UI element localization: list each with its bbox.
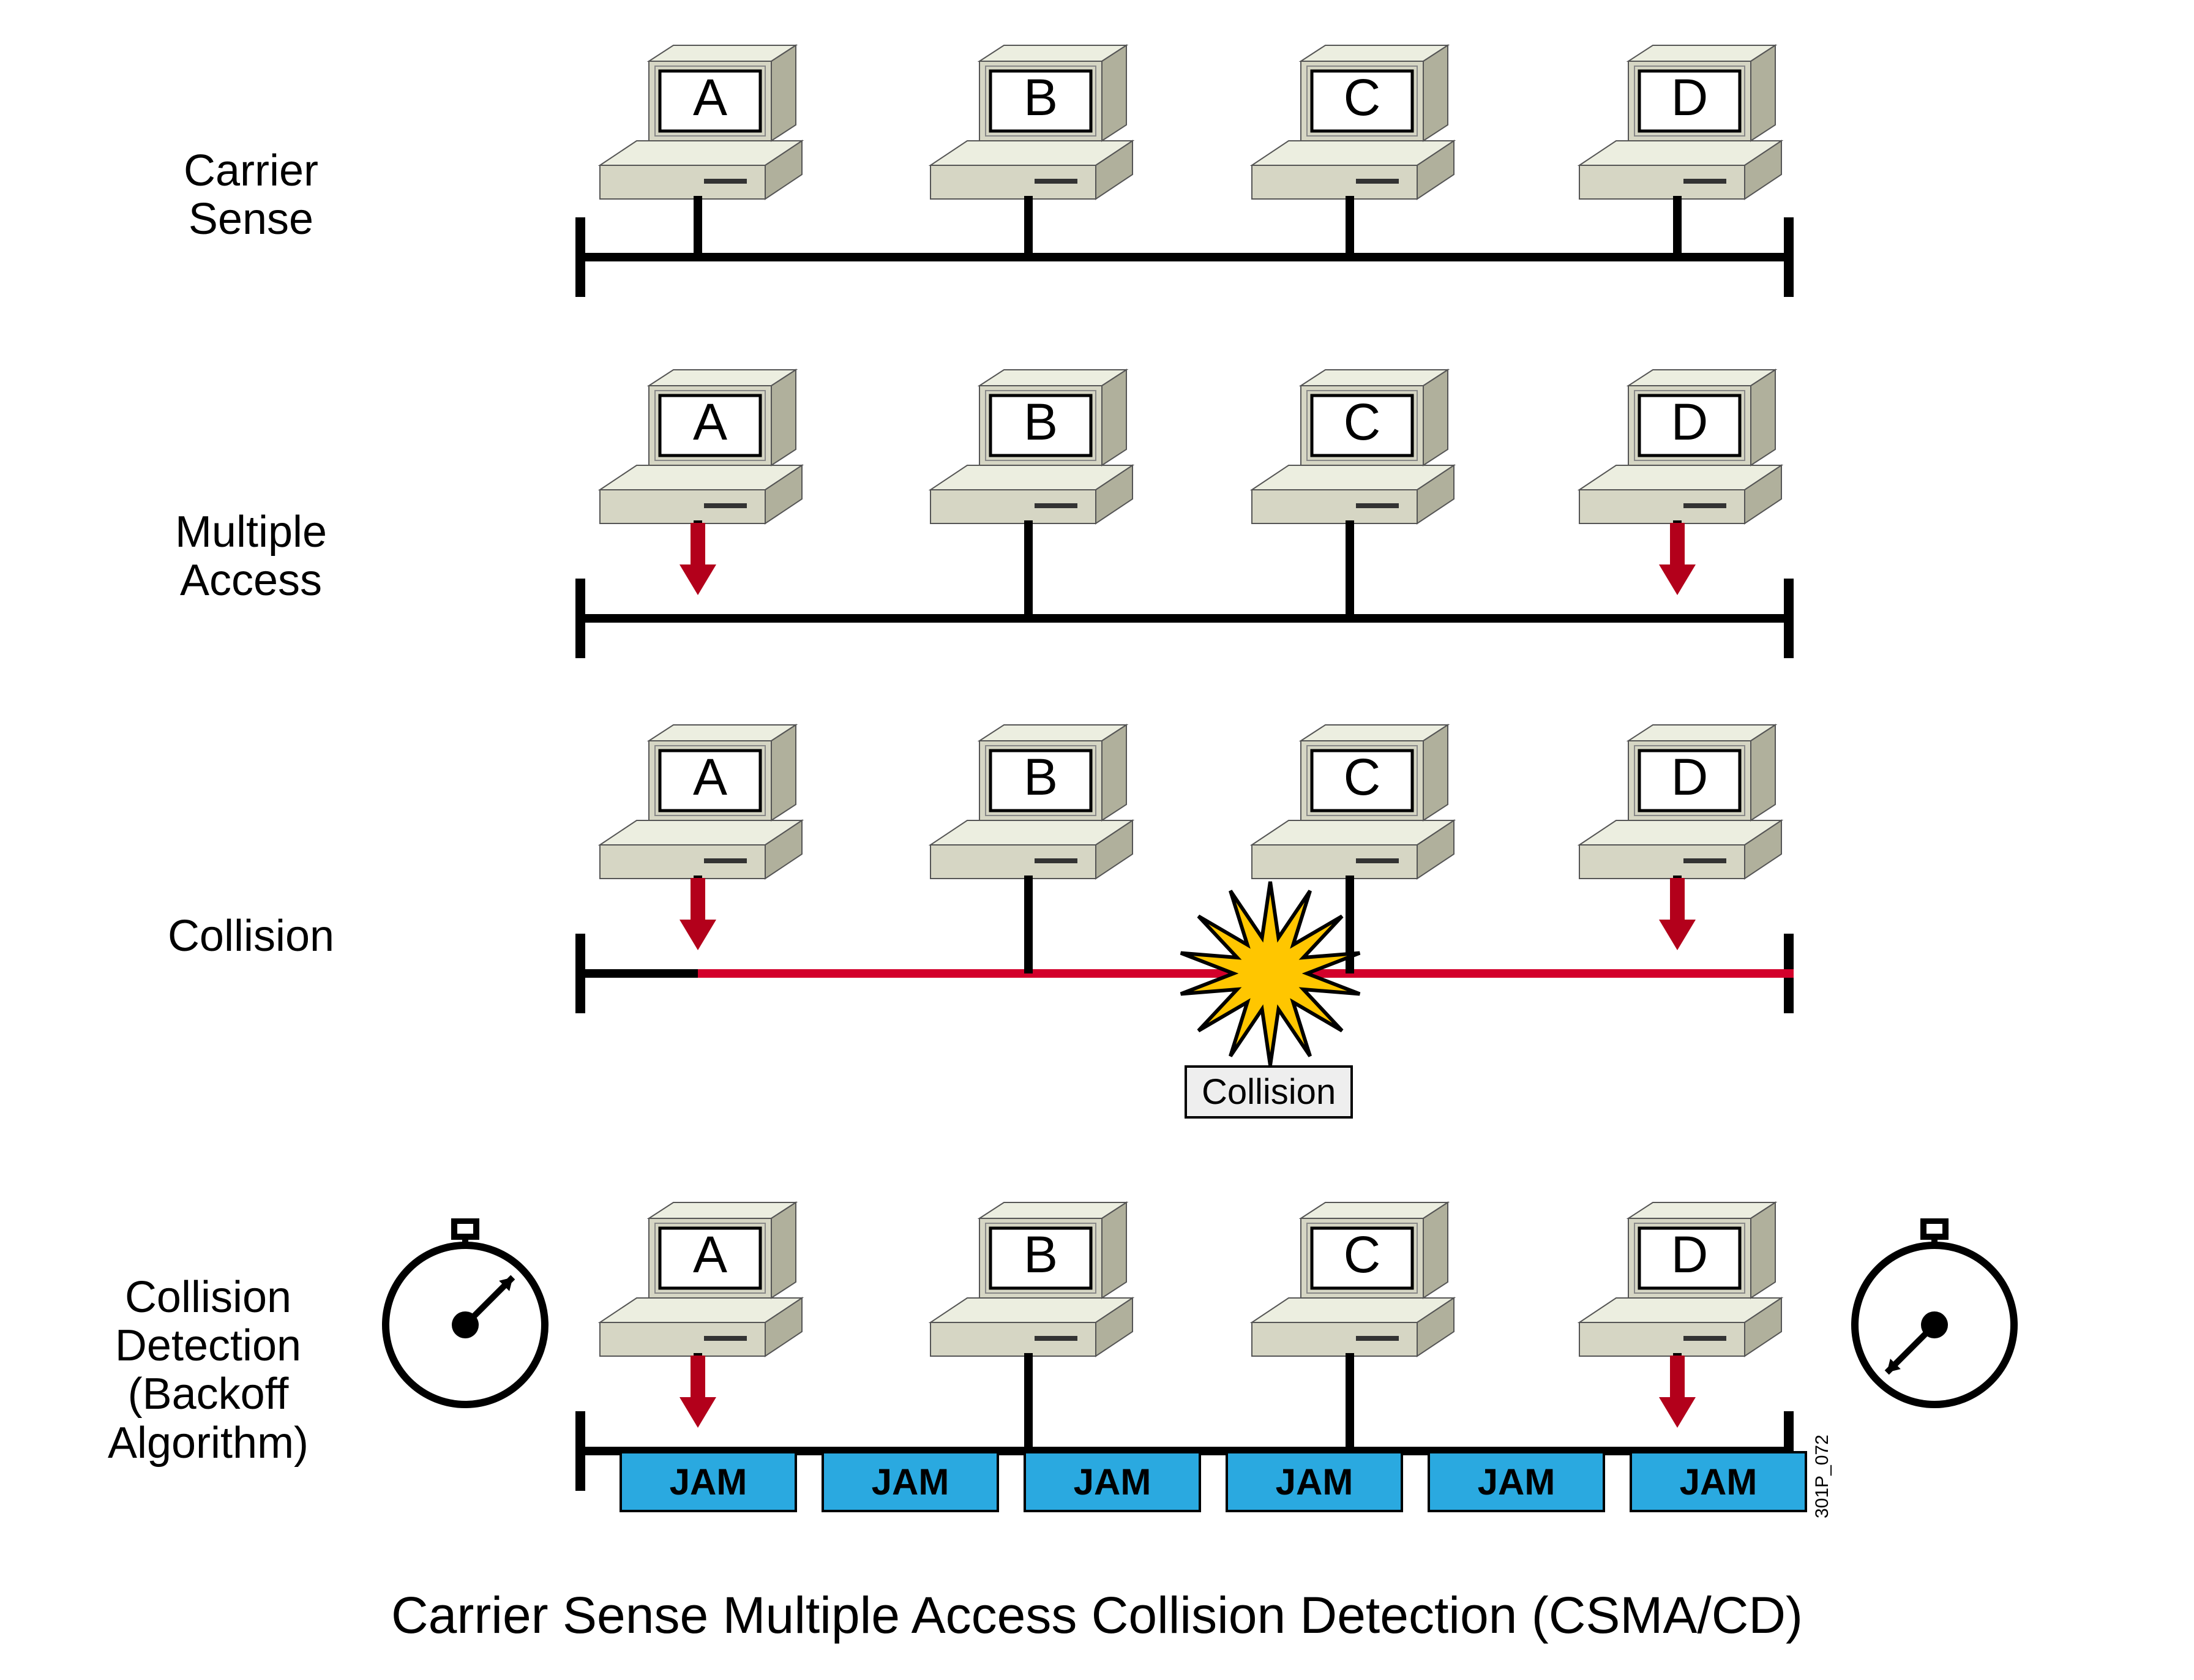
svg-text:D: D — [1671, 69, 1709, 126]
computer-c: C — [1227, 1200, 1472, 1359]
transmit-arrow-icon — [1659, 878, 1696, 951]
jam-label: JAM — [1228, 1453, 1401, 1503]
svg-text:B: B — [1024, 393, 1058, 451]
collision-starburst-icon — [1172, 876, 1368, 1071]
jam-box: JAM — [1630, 1451, 1807, 1512]
jam-box: JAM — [1428, 1451, 1605, 1512]
jam-box: JAM — [822, 1451, 999, 1512]
svg-text:C: C — [1344, 69, 1381, 126]
svg-text:C: C — [1344, 393, 1381, 451]
svg-text:A: A — [693, 69, 727, 126]
transmit-arrow-icon — [1659, 1356, 1696, 1429]
drop-line — [1346, 520, 1354, 618]
svg-text:C: C — [1344, 1226, 1381, 1283]
jam-label: JAM — [824, 1453, 997, 1503]
computer-b: B — [906, 43, 1151, 202]
collision-label: Collision — [1185, 1065, 1353, 1119]
computer-d: D — [1555, 1200, 1800, 1359]
row-label-collision-detection: Collision Detection (Backoff Algorithm) — [37, 1273, 380, 1468]
computer-b: B — [906, 722, 1151, 882]
row-label-collision: Collision — [80, 912, 422, 961]
drop-line — [1346, 1353, 1354, 1451]
drop-line — [1024, 876, 1033, 973]
computer-d: D — [1555, 367, 1800, 527]
computer-d: D — [1555, 722, 1800, 882]
computer-b: B — [906, 1200, 1151, 1359]
computer-a: A — [575, 1200, 820, 1359]
svg-text:A: A — [693, 393, 727, 451]
computer-c: C — [1227, 367, 1472, 527]
svg-text:D: D — [1671, 1226, 1709, 1283]
jam-box: JAM — [1024, 1451, 1201, 1512]
computer-a: A — [575, 722, 820, 882]
svg-text:A: A — [693, 748, 727, 806]
backoff-timer-left-icon — [367, 1218, 563, 1414]
svg-text:D: D — [1671, 748, 1709, 806]
jam-box: JAM — [620, 1451, 797, 1512]
drop-line — [1024, 1353, 1033, 1451]
svg-text:A: A — [693, 1226, 727, 1283]
computer-a: A — [575, 367, 820, 527]
drop-line — [1346, 196, 1354, 257]
row-label-multiple-access: Multiple Access — [80, 508, 422, 605]
svg-text:B: B — [1024, 69, 1058, 126]
svg-text:B: B — [1024, 748, 1058, 806]
computer-a: A — [575, 43, 820, 202]
jam-box: JAM — [1226, 1451, 1403, 1512]
transmit-arrow-icon — [680, 1356, 716, 1429]
svg-text:B: B — [1024, 1226, 1058, 1283]
computer-d: D — [1555, 43, 1800, 202]
jam-label: JAM — [1430, 1453, 1603, 1503]
computer-c: C — [1227, 722, 1472, 882]
svg-text:C: C — [1344, 748, 1381, 806]
jam-label: JAM — [622, 1453, 795, 1503]
row-label-carrier-sense: Carrier Sense — [80, 147, 422, 244]
drop-line — [1024, 196, 1033, 257]
jam-label: JAM — [1632, 1453, 1805, 1503]
computer-b: B — [906, 367, 1151, 527]
transmit-arrow-icon — [680, 523, 716, 596]
drop-line — [1673, 196, 1682, 257]
computer-c: C — [1227, 43, 1472, 202]
svg-text:D: D — [1671, 393, 1709, 451]
jam-label: JAM — [1026, 1453, 1199, 1503]
figure-code: 301P_072 — [1812, 1434, 1833, 1518]
caption: Carrier Sense Multiple Access Collision … — [0, 1586, 2194, 1645]
bus-line — [575, 253, 1794, 261]
transmit-arrow-icon — [680, 878, 716, 951]
transmit-arrow-icon — [1659, 523, 1696, 596]
drop-line — [694, 196, 702, 257]
bus-line — [575, 614, 1794, 623]
backoff-timer-right-icon — [1836, 1218, 2032, 1414]
drop-line — [1024, 520, 1033, 618]
